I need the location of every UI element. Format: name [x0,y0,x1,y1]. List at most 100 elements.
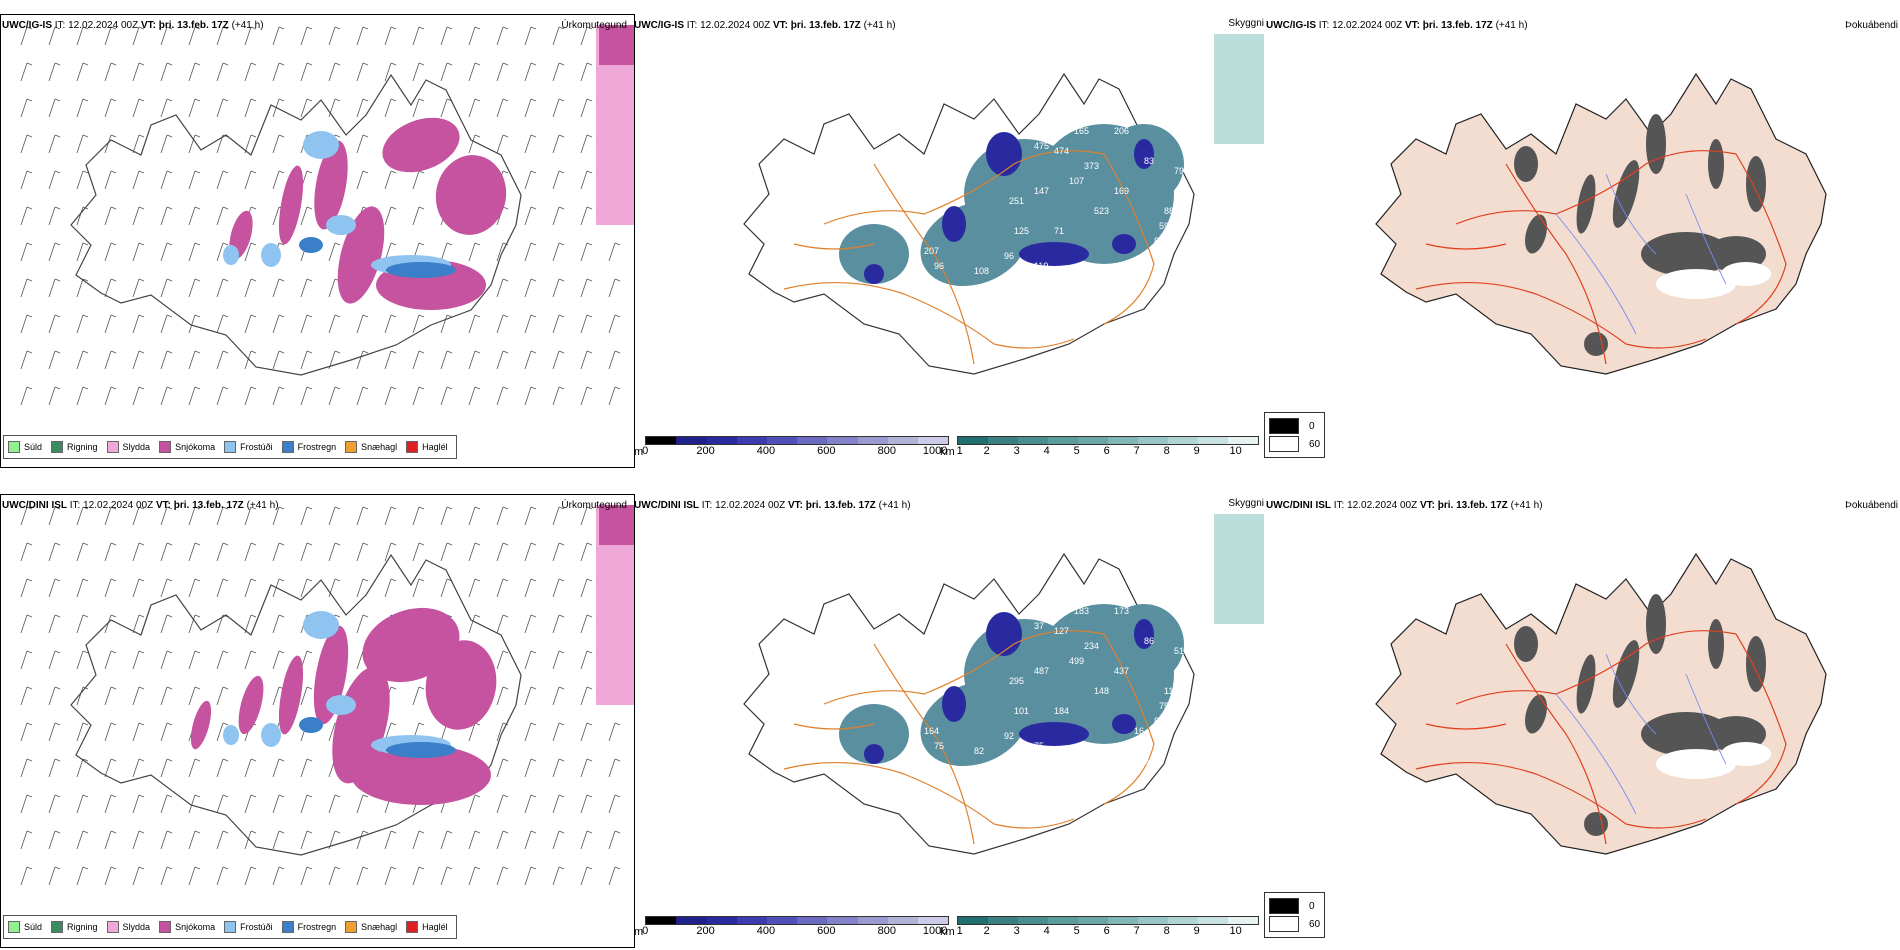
fog-indicator-light [1656,269,1736,299]
wind-barb [48,170,61,190]
wind-barb [20,134,33,154]
cloud-base-label: 59 [1159,221,1169,231]
wind-barb [384,386,397,406]
snow-area [351,745,491,805]
wind-barb [48,758,61,778]
legend-rain: Rigning [51,441,98,453]
wind-barb [20,722,33,742]
wind-barb [552,542,565,562]
road-line [1425,243,1507,250]
snow-area [425,640,497,730]
panel-header-row2: UWC/DINI ISL IT: 12.02.2024 00Z VT: þri.… [2,500,279,511]
wind-barb [524,650,537,670]
wind-barb [132,722,145,742]
wind-barb [188,650,201,670]
wind-barb [440,314,453,334]
wind-barb [48,866,61,886]
wind-barb [244,98,257,118]
wind-barb [104,314,117,334]
wind-barb [580,134,593,154]
wind-barb [20,26,33,46]
wind-barb [76,350,89,370]
wind-barb [384,578,397,598]
wind-barb [132,26,145,46]
road-line [1415,281,1707,349]
wind-barb [76,542,89,562]
wind-barb [384,170,397,190]
freezing-drizzle-area [326,695,356,715]
wind-barb [580,170,593,190]
precip-type-legend-row2: Súld Rigning Slydda Snjókoma Frostúði Fr… [3,915,457,939]
fog-indicator-dark [1525,214,1547,254]
river-line [1605,653,1657,735]
wind-barb [244,314,257,334]
wind-barb [300,62,313,82]
wind-barb [412,26,425,46]
cloud-base-label: 57 [1074,284,1084,294]
wind-barb [132,62,145,82]
wind-barb [76,26,89,46]
panel-header-row2-vis: UWC/DINI ISL IT: 12.02.2024 00Z VT: þri.… [634,500,911,511]
fog-indicator-dark [1576,174,1596,234]
wind-barb [356,866,369,886]
precip-type-panel-row2: Súld Rigning Slydda Snjókoma Frostúði Fr… [0,494,635,948]
river-line [1555,693,1637,815]
wind-barb [300,758,313,778]
wind-barb [160,278,173,298]
wind-barb [328,386,341,406]
wind-barb [20,506,33,526]
wind-barb [104,578,117,598]
wind-barb [20,206,33,226]
wind-barb [524,866,537,886]
cloud-base-label: 499 [1069,656,1084,666]
wind-barb [104,170,117,190]
freezing-drizzle-area [261,243,281,267]
wind-barb [580,314,593,334]
wind-barb [48,98,61,118]
wind-barb [356,314,369,334]
wind-barb [356,170,369,190]
wind-barb [328,62,341,82]
snow-area [382,117,460,173]
wind-barb [384,62,397,82]
wind-barb [48,830,61,850]
wind-barb [524,758,537,778]
wind-barb [412,98,425,118]
wind-barb [20,314,33,334]
wind-barb [48,26,61,46]
wind-barb [48,650,61,670]
wind-barb [160,542,173,562]
cloud-base-label: 151 [1104,286,1119,296]
wind-barb [104,722,117,742]
low-cloud-base-area [1019,722,1089,746]
fog-indicator-dark [1708,139,1724,189]
wind-barb [468,350,481,370]
cloud-base-label: 437 [1114,666,1129,676]
wind-barb [412,506,425,526]
wind-barb [552,506,565,526]
wind-barb [580,542,593,562]
wind-barb [300,506,313,526]
legend-hail: Haglél [406,441,448,453]
wind-barb [48,794,61,814]
wind-barb [244,62,257,82]
wind-barb [104,686,117,706]
low-cloud-base-area [986,132,1022,176]
cloud-base-label: 41 [1094,761,1104,771]
wind-barb [384,26,397,46]
panel-header-row2-fog: UWC/DINI ISL IT: 12.02.2024 00Z VT: þri.… [1266,500,1543,511]
wind-barb [552,314,565,334]
wind-barb [496,134,509,154]
road-line [783,761,1075,829]
wind-barb [496,830,509,850]
wind-barb [76,578,89,598]
cloud-base-label: 95 [1134,276,1144,286]
wind-barb [160,62,173,82]
river-line [1555,213,1637,335]
wind-barb [552,134,565,154]
cloud-base-label: 111 [1164,686,1178,696]
iceland-coastline [70,553,522,856]
wind-barb [104,650,117,670]
wind-barb [188,206,201,226]
fog-indicator-dark [1514,146,1538,182]
